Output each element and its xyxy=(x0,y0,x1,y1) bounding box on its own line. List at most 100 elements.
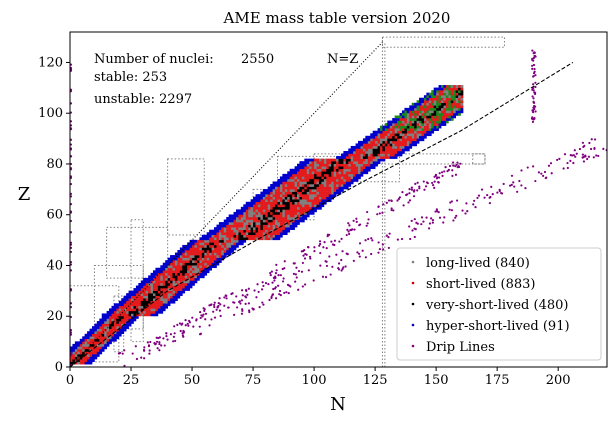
nuclide-cell xyxy=(304,169,307,172)
nuclide-cell xyxy=(382,128,385,131)
nuclide-cell xyxy=(160,278,163,281)
nuclide-cell xyxy=(182,283,185,286)
nuclide-cell xyxy=(285,174,288,177)
drip-point xyxy=(556,159,558,161)
nuclide-cell xyxy=(368,164,371,167)
nuclide-cell xyxy=(329,161,332,164)
nuclide-cell xyxy=(129,311,132,314)
nuclide-cell xyxy=(446,85,449,88)
nuclide-cell xyxy=(126,298,129,301)
nuclide-cell xyxy=(163,296,166,299)
nuclide-cell xyxy=(407,118,410,121)
nuclide-cell xyxy=(253,232,256,235)
nuclide-cell xyxy=(299,207,302,210)
drip-point xyxy=(258,291,260,293)
nuclide-cell xyxy=(280,192,283,195)
drip-point xyxy=(533,105,535,107)
drip-point xyxy=(248,309,250,311)
nuclide-cell xyxy=(392,148,395,151)
nuclide-cell xyxy=(302,166,305,169)
nuclide-cell xyxy=(312,202,315,205)
nuclide-cell xyxy=(336,174,339,177)
nuclide-cell xyxy=(275,214,278,217)
drip-point xyxy=(225,297,227,299)
nuclide-cell xyxy=(87,336,90,339)
nuclide-cell xyxy=(424,118,427,121)
nuclide-cell xyxy=(295,181,298,184)
drip-point xyxy=(532,121,534,123)
drip-point xyxy=(533,75,535,77)
nuclide-cell xyxy=(138,303,141,306)
nuclide-cell xyxy=(131,293,134,296)
nuclide-cell xyxy=(270,197,273,200)
nuclide-cell xyxy=(170,258,173,261)
nuclide-cell xyxy=(448,108,451,111)
nuclide-cell xyxy=(326,197,329,200)
nuclide-cell xyxy=(99,326,102,329)
nuclide-cell xyxy=(182,291,185,294)
nuclide-cell xyxy=(97,352,100,355)
nuclide-cell xyxy=(421,113,424,116)
nuclide-cell xyxy=(177,263,180,266)
nuclide-cell xyxy=(404,133,407,136)
nuclide-cell xyxy=(321,169,324,172)
nuclide-cell xyxy=(270,199,273,202)
nuclide-cell xyxy=(268,220,271,223)
nuclide-cell xyxy=(165,286,168,289)
nuclide-cell xyxy=(99,321,102,324)
nuclide-cell xyxy=(314,159,317,162)
nuclide-cell xyxy=(397,133,400,136)
nuclide-cell xyxy=(282,189,285,192)
drip-point xyxy=(595,154,597,156)
drip-point xyxy=(408,188,410,190)
nuclide-cell xyxy=(270,204,273,207)
nuclide-cell xyxy=(280,235,283,238)
drip-point xyxy=(524,187,526,189)
drip-point xyxy=(414,183,416,185)
nuclide-cell xyxy=(314,171,317,174)
nuclide-cell xyxy=(116,334,119,337)
nuclide-cell xyxy=(290,225,293,228)
nuclide-cell xyxy=(346,164,349,167)
drip-point xyxy=(132,352,134,354)
nuclide-cell xyxy=(94,339,97,342)
nuclide-cell xyxy=(258,220,261,223)
nuclide-cell xyxy=(263,192,266,195)
nuclide-cell xyxy=(163,306,166,309)
drip-point xyxy=(218,302,220,304)
nuclide-cell xyxy=(209,253,212,256)
nuclide-cell xyxy=(360,146,363,149)
nuclide-cell xyxy=(321,174,324,177)
nuclide-cell xyxy=(111,308,114,311)
nuclide-cell xyxy=(194,242,197,245)
drip-point xyxy=(425,216,427,218)
drip-point xyxy=(353,228,355,230)
drip-point xyxy=(382,248,384,250)
drip-point xyxy=(261,301,263,303)
nuclide-cell xyxy=(339,156,342,159)
nuclide-cell xyxy=(319,164,322,167)
nuclide-cell xyxy=(160,306,163,309)
drip-point xyxy=(123,349,125,351)
nuclide-cell xyxy=(226,253,229,256)
drip-point xyxy=(278,293,280,295)
uncertainty-box xyxy=(382,37,504,47)
nuclide-cell xyxy=(285,217,288,220)
nuclide-cell xyxy=(77,349,80,352)
nuclide-cell xyxy=(424,126,427,129)
nuclide-cell xyxy=(341,164,344,167)
nuclide-cell xyxy=(314,187,317,190)
nuclide-cell xyxy=(187,265,190,268)
nuclide-cell xyxy=(368,166,371,169)
nuclide-cell xyxy=(243,204,246,207)
nuclide-cell xyxy=(104,344,107,347)
drip-point xyxy=(411,229,413,231)
nuclide-cell xyxy=(321,171,324,174)
drip-point xyxy=(270,297,272,299)
nuclide-cell xyxy=(248,217,251,220)
nuclide-cell xyxy=(143,296,146,299)
drip-point xyxy=(362,250,364,252)
nuclide-cell xyxy=(431,118,434,121)
nuclide-cell xyxy=(436,90,439,93)
nuclide-cell xyxy=(260,230,263,233)
